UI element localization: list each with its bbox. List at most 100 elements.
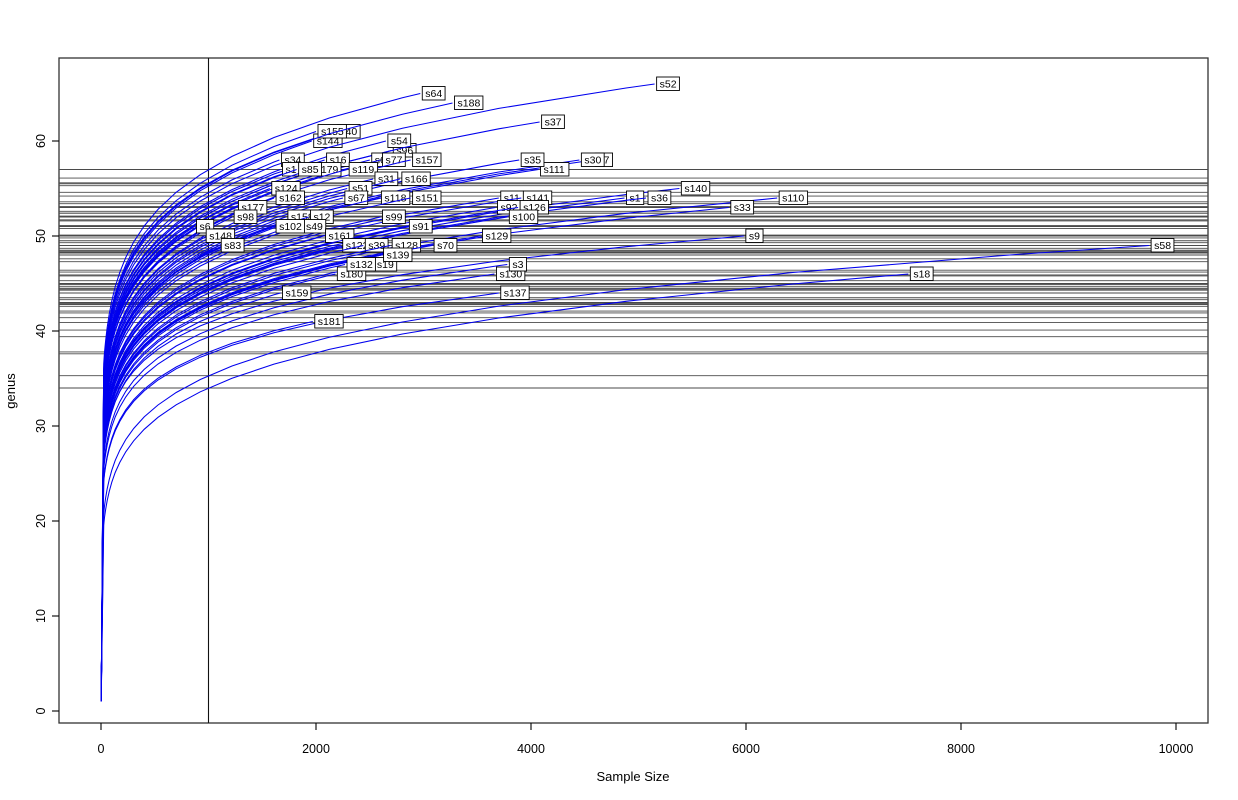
curve-label: s140	[684, 183, 707, 195]
curve-label: s118	[384, 193, 406, 205]
y-tick-label: 10	[34, 609, 48, 623]
x-tick-label: 4000	[517, 742, 545, 756]
rarefaction-curve	[100, 226, 195, 702]
curve-label-box	[220, 238, 245, 253]
rarefaction-curve	[100, 225, 408, 702]
curve-label-box	[401, 171, 431, 186]
y-tick-label: 30	[34, 419, 48, 433]
curve-label: s91	[412, 221, 429, 233]
rarefaction-curve	[100, 273, 909, 702]
curve-label-box	[520, 152, 545, 167]
curve-label: s166	[405, 174, 428, 186]
curve-label-box	[580, 152, 605, 167]
rarefaction-curve	[100, 235, 481, 702]
rarefaction-curve	[100, 216, 309, 702]
rarefaction-curve	[100, 197, 522, 702]
curve-label-box	[374, 171, 399, 186]
curve-label: s54	[391, 136, 408, 148]
x-tick-label: 6000	[732, 742, 760, 756]
rarefaction-curve	[100, 169, 281, 702]
rarefaction-curve	[100, 92, 421, 702]
curve-label: s36	[651, 193, 668, 205]
x-tick-label: 10000	[1159, 742, 1194, 756]
curve-label-box	[314, 314, 344, 329]
rarefaction-curve	[100, 244, 1150, 702]
curve-label: s137	[504, 288, 527, 300]
y-axis-title: genus	[3, 373, 18, 409]
curve-label: s37	[545, 117, 562, 129]
curve-label: s162	[279, 193, 302, 205]
curve-label-box	[348, 162, 379, 177]
curve-label: s18	[913, 269, 930, 281]
curve-label: s83	[224, 240, 241, 252]
rarefaction-curve	[100, 263, 346, 702]
rarefaction-curve	[100, 225, 275, 702]
curve-label: s130	[499, 269, 522, 281]
y-tick-label: 0	[34, 707, 48, 714]
rarefaction-curve	[100, 244, 391, 702]
curve-label: s49	[306, 221, 323, 233]
curve-label-box	[454, 95, 484, 110]
curve-label-box	[778, 190, 809, 205]
curve-label: s70	[437, 240, 454, 252]
curve-label: s3	[512, 259, 523, 271]
curve-label: s122	[346, 240, 369, 252]
curve-label: s58	[1154, 240, 1171, 252]
curve-label: s151	[416, 193, 439, 205]
rarefaction-curve	[100, 292, 499, 702]
curve-label-box	[275, 190, 305, 205]
curve-label: s100	[512, 212, 535, 224]
curve-label: s6	[375, 155, 386, 167]
rarefaction-curve	[100, 320, 313, 702]
curve-label-box	[364, 238, 389, 253]
curve-label: s144	[317, 136, 340, 148]
curve-label-box	[647, 190, 672, 205]
curve-label-box	[412, 152, 442, 167]
curve-label-box	[275, 219, 305, 234]
curve-label-box	[344, 190, 369, 205]
curve-label-box	[412, 190, 442, 205]
rarefaction-curve	[100, 102, 453, 702]
curve-label-box	[298, 162, 322, 177]
rarefaction-curve	[100, 216, 233, 702]
rarefaction-curve	[100, 235, 744, 702]
curve-label: s1	[630, 193, 641, 205]
x-tick-label: 0	[98, 742, 105, 756]
curve-label-box	[909, 266, 934, 281]
rarefaction-curve	[100, 273, 495, 702]
curve-label: s9	[749, 231, 760, 243]
curve-label: s52	[660, 79, 677, 91]
curve-label-box	[346, 257, 376, 272]
rarefaction-curve	[100, 235, 205, 702]
rarefaction-curve	[100, 244, 341, 702]
curve-label: s155	[321, 126, 344, 138]
y-tick-label: 60	[34, 134, 48, 148]
curve-label-box	[541, 114, 565, 129]
y-tick-label: 50	[34, 229, 48, 243]
curve-label: s98	[237, 212, 254, 224]
curve-label: s188	[458, 98, 481, 110]
curve-label-box	[745, 228, 764, 243]
curve-label: s39	[368, 240, 385, 252]
curve-label: s119	[352, 164, 374, 176]
plot-border	[58, 57, 1209, 724]
x-tick-label: 8000	[947, 742, 975, 756]
rarefaction-curve	[100, 292, 281, 702]
curve-label-box	[500, 285, 530, 300]
curve-label-box	[508, 209, 539, 224]
curve-label-box	[383, 247, 413, 262]
curve-label-box	[233, 209, 258, 224]
curve-label-box	[482, 228, 512, 243]
curve-label: s99	[386, 212, 403, 224]
curve-label: s33	[734, 202, 751, 214]
curve-label: s157	[416, 155, 439, 167]
curve-label: s132	[350, 259, 373, 271]
curve-label: s102	[279, 221, 302, 233]
curve-label: s1	[286, 164, 297, 176]
curve-label: s129	[485, 231, 508, 243]
y-tick-label: 20	[34, 514, 48, 528]
curve-label-box	[317, 124, 347, 139]
curve-label: s67	[348, 193, 365, 205]
